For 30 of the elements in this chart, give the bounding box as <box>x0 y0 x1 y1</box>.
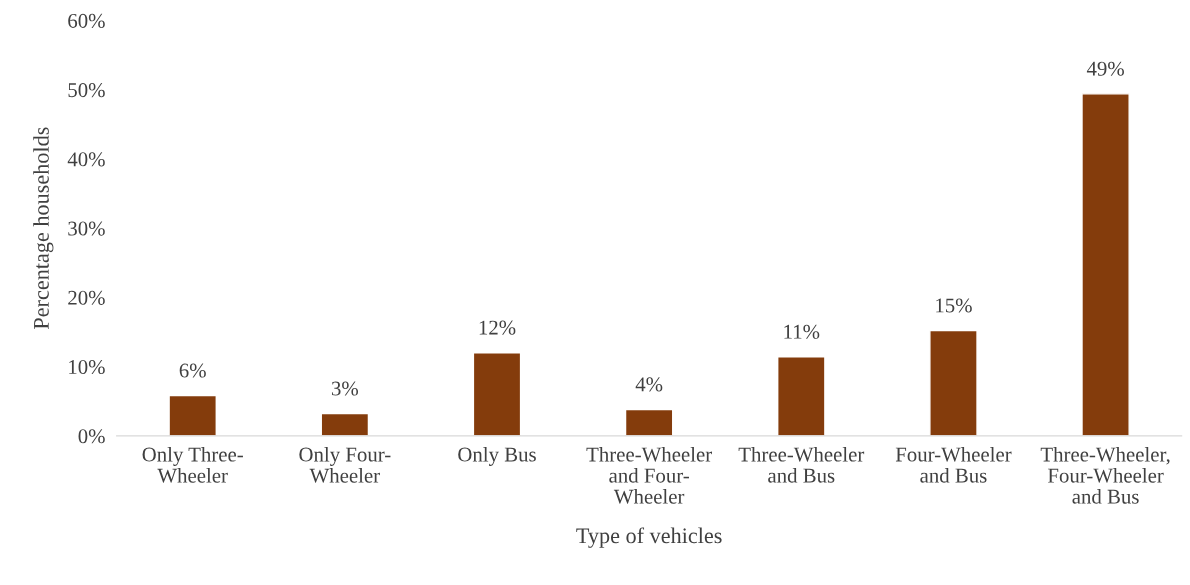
data-label: 3% <box>331 381 359 396</box>
data-label: 4% <box>635 377 663 392</box>
bar <box>320 412 370 436</box>
bar <box>777 356 826 436</box>
y-tick-label: 0% <box>78 429 105 444</box>
x-tick-label: Three-Wheeler and Four- Wheeler <box>586 446 712 504</box>
data-label: 49% <box>1086 61 1124 76</box>
y-tick-label: 20% <box>68 290 105 305</box>
x-axis-title: Type of vehicles <box>576 527 722 548</box>
y-axis-title: Percentage households <box>33 127 54 330</box>
y-tick-label: 60% <box>68 13 105 28</box>
bar <box>624 408 674 436</box>
data-label: 12% <box>479 320 516 335</box>
x-tick-label: Only Bus <box>458 446 536 466</box>
y-tick-label: 10% <box>69 359 105 375</box>
y-tick-label: 40% <box>67 152 105 167</box>
bar <box>1081 93 1130 436</box>
data-label: 15% <box>936 298 972 313</box>
bar <box>168 394 217 436</box>
data-label: 11% <box>784 324 820 339</box>
y-tick-label: 30% <box>68 221 105 236</box>
x-tick-label: Only Three- Wheeler <box>142 446 243 483</box>
x-tick-label: Only Four- Wheeler <box>299 446 391 483</box>
data-label: 6% <box>179 363 206 378</box>
x-tick-label: Three-Wheeler and Bus <box>738 446 865 483</box>
bar <box>929 329 978 436</box>
y-tick-label: 50% <box>68 83 105 98</box>
x-tick-label: Four-Wheeler and Bus <box>895 446 1012 483</box>
x-tick-label: Three-Wheeler, Four-Wheeler and Bus <box>1040 446 1170 504</box>
bar <box>472 352 522 436</box>
